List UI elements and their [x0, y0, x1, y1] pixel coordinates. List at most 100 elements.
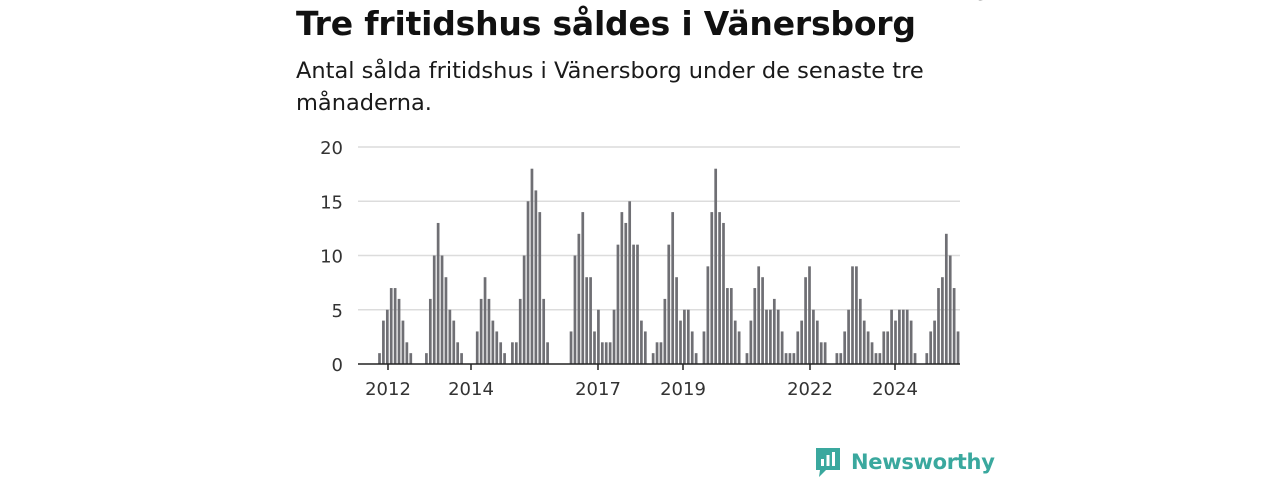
bar — [769, 309, 772, 364]
bar — [925, 353, 929, 364]
bar — [663, 298, 667, 364]
bar — [944, 233, 948, 364]
bar — [784, 353, 788, 364]
bar — [585, 277, 589, 364]
x-tick-label: 2024 — [872, 379, 918, 400]
bar — [452, 320, 456, 364]
bar — [800, 320, 804, 364]
bar — [499, 342, 503, 364]
bar — [491, 320, 495, 364]
bar — [475, 331, 479, 364]
bar — [679, 320, 682, 364]
bar — [690, 331, 694, 364]
bar — [612, 309, 616, 364]
bar — [858, 298, 862, 364]
bar — [538, 212, 542, 364]
bar — [589, 277, 592, 364]
bar — [405, 342, 409, 364]
bar — [487, 298, 491, 364]
bar — [479, 298, 483, 364]
bar — [616, 244, 620, 364]
bar — [436, 222, 440, 364]
bar — [593, 331, 596, 364]
bar — [722, 222, 725, 364]
bar — [600, 342, 604, 364]
bar — [948, 255, 952, 364]
bar — [753, 288, 757, 364]
brand-name: Newsworthy — [851, 450, 995, 474]
bar — [694, 353, 698, 364]
bar — [444, 277, 448, 364]
bar — [874, 353, 878, 364]
chart-subtitle: Antal sålda fritidshus i Vänersborg unde… — [296, 58, 924, 116]
x-tick-label: 2019 — [660, 379, 706, 400]
brand-logo: Newsworthy — [814, 446, 995, 478]
bar — [815, 320, 819, 364]
bar — [604, 342, 608, 364]
bar — [788, 353, 792, 364]
bar — [432, 255, 436, 364]
y-tick-label: 5 — [332, 301, 343, 322]
x-tick-label: 2014 — [448, 379, 494, 400]
bar — [757, 266, 761, 364]
bar — [448, 309, 452, 364]
bar — [483, 277, 487, 364]
bar — [894, 320, 897, 364]
bar — [702, 331, 706, 364]
bar — [460, 353, 463, 364]
bar — [745, 353, 749, 364]
bar — [546, 342, 549, 364]
newsworthy-logo-icon — [816, 448, 840, 477]
bar — [636, 244, 639, 364]
bar — [812, 309, 815, 364]
bar — [839, 353, 843, 364]
bar — [397, 298, 401, 364]
bar — [776, 309, 780, 364]
bar — [749, 320, 753, 364]
bar — [862, 320, 866, 364]
bar — [823, 342, 827, 364]
bar — [804, 277, 807, 364]
bar — [632, 244, 635, 364]
bar — [440, 255, 444, 364]
bar — [573, 255, 577, 364]
bar — [378, 353, 381, 364]
bar — [909, 320, 913, 364]
bar — [726, 288, 729, 364]
bar — [671, 212, 675, 364]
bar — [686, 309, 690, 364]
bar — [385, 309, 389, 364]
bar — [597, 309, 600, 364]
bar — [737, 331, 741, 364]
bar — [905, 309, 909, 364]
bar — [514, 342, 518, 364]
bar — [577, 233, 581, 364]
y-tick-label: 10 — [320, 247, 343, 268]
bar — [389, 288, 393, 364]
bar — [542, 298, 546, 364]
bar — [761, 277, 764, 364]
bar — [882, 331, 886, 364]
bar — [401, 320, 405, 364]
bar — [780, 331, 784, 364]
bar — [503, 353, 506, 364]
bar — [428, 298, 432, 364]
bar — [393, 288, 397, 364]
bar — [581, 212, 585, 364]
bar — [518, 298, 522, 364]
bar — [667, 244, 671, 364]
bar — [511, 342, 514, 364]
bar — [772, 298, 776, 364]
bar — [792, 353, 796, 364]
bar — [534, 190, 538, 364]
chart-title: Tre fritidshus såldes i Vänersborg — [296, 4, 916, 43]
bar — [620, 212, 624, 364]
bar — [655, 342, 659, 364]
bar — [569, 331, 573, 364]
bar — [683, 309, 686, 364]
bar — [866, 331, 870, 364]
bar — [706, 266, 710, 364]
bar — [808, 266, 811, 364]
bar — [890, 309, 893, 364]
